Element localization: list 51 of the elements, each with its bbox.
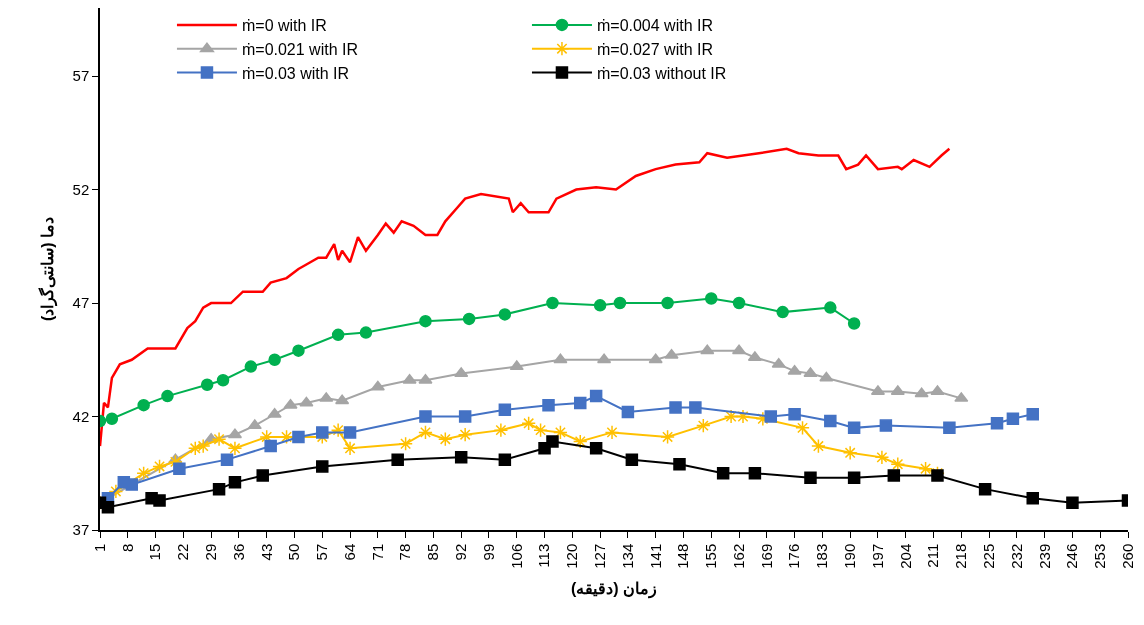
x-tick-label: 120 [563,543,581,569]
x-tick-label: 183 [813,543,831,569]
x-tick-label: 1 [90,543,108,553]
x-tick-label: 92 [452,543,470,561]
y-tick-label: 42 [72,407,90,425]
x-tick-label: 134 [618,543,636,569]
x-tick-label: 64 [340,543,358,561]
x-tick-label: 204 [896,543,914,569]
x-tick-label: 50 [285,543,303,561]
x-tick-label: 36 [229,543,247,561]
x-tick-label: 253 [1091,543,1109,569]
x-tick-label: 155 [702,543,720,569]
legend-label: ṁ=0.004 with IR [596,17,714,35]
legend-label: ṁ=0 with IR [241,17,327,35]
x-tick-label: 113 [535,543,553,568]
x-tick-label: 148 [674,543,692,569]
x-tick-label: 239 [1035,543,1053,569]
x-axis-title: زمان (دقیقه) [570,579,658,599]
x-tick-label: 43 [257,543,275,561]
x-tick-label: 190 [841,543,859,569]
x-tick-label: 29 [202,543,220,561]
y-tick-label: 52 [72,180,90,198]
x-tick-label: 141 [646,543,664,569]
x-tick-label: 127 [590,543,608,569]
x-tick-label: 8 [118,543,136,553]
x-tick-label: 246 [1063,543,1081,569]
x-tick-label: 218 [952,543,970,569]
legend-label: ṁ=0.027 with IR [596,40,714,58]
legend-label: ṁ=0.021 with IR [241,40,359,58]
x-tick-label: 78 [396,543,414,561]
y-tick-label: 47 [72,294,90,312]
x-tick-label: 197 [868,543,886,569]
x-tick-label: 85 [424,543,442,561]
x-tick-label: 22 [174,543,192,561]
y-axis-title: دما (سانتی‌گراد) [37,216,58,322]
x-tick-label: 260 [1118,543,1136,569]
x-tick-label: 232 [1007,543,1025,569]
x-tick-label: 99 [479,543,497,561]
x-tick-label: 15 [146,543,164,561]
x-tick-label: 71 [368,543,386,561]
x-tick-label: 162 [729,543,747,569]
x-tick-label: 176 [785,543,803,569]
x-tick-label: 169 [757,543,775,569]
legend-label: ṁ=0.03 with IR [241,64,350,82]
legend-label: ṁ=0.03 without IR [596,64,727,82]
y-tick-label: 57 [72,67,90,85]
x-tick-label: 211 [924,543,942,568]
y-tick-label: 37 [72,521,90,539]
x-tick-label: 225 [979,543,997,569]
x-tick-label: 106 [507,543,525,569]
x-tick-label: 57 [313,543,331,561]
